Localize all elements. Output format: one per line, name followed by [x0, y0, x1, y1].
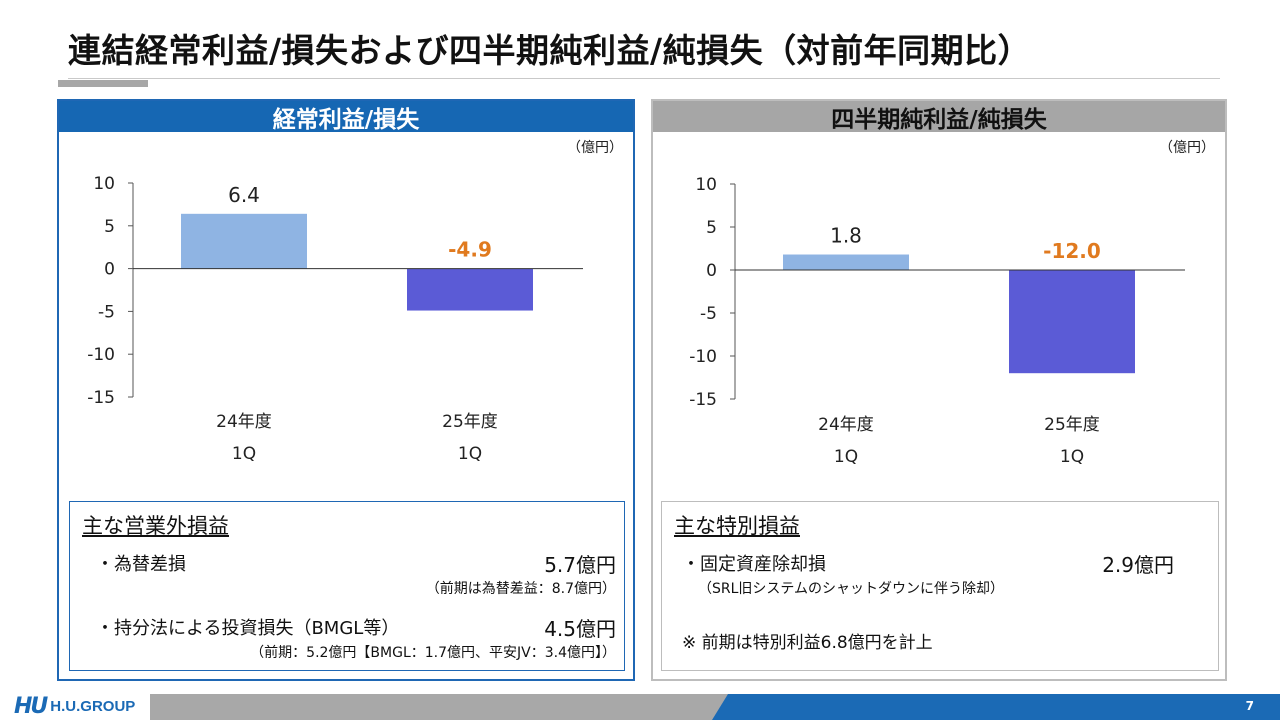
bar [181, 213, 307, 269]
y-tick-label: 5 [104, 217, 115, 237]
category-label: 1Q [834, 447, 858, 467]
y-tick-label: -5 [98, 302, 115, 322]
note-item-fx-loss: ・為替差損 [96, 554, 186, 575]
y-tick-label: -5 [700, 304, 717, 324]
notes-heading: 主な営業外損益 [82, 514, 229, 538]
note-sub-fixed-asset-disposal: （SRL旧システムのシャットダウンに伴う除却） [698, 581, 1004, 597]
category-label: 25年度 [442, 412, 498, 432]
note-value-fixed-asset-disposal: 2.9億円 [1102, 553, 1174, 577]
title-accent-bar [58, 80, 148, 87]
category-label: 1Q [232, 444, 256, 464]
note-item-fixed-asset-disposal: ・固定資産除却損 [682, 554, 826, 575]
non-operating-notes-box: 主な営業外損益 ・為替差損 5.7億円 （前期は為替差益：8.7億円） ・持分法… [69, 501, 625, 671]
y-tick-label: -15 [689, 390, 717, 410]
note-sub-fx-loss: （前期は為替差益：8.7億円） [425, 581, 616, 597]
footer-blue-band [712, 694, 1280, 720]
data-label: 1.8 [830, 224, 862, 248]
category-label: 24年度 [216, 412, 272, 432]
note-remark-prior-period: ※ 前期は特別利益6.8億円を計上 [682, 633, 933, 653]
note-value-fx-loss: 5.7億円 [544, 553, 616, 577]
page-title: 連結経常利益/損失および四半期純利益/純損失（対前年同期比） [68, 31, 1032, 70]
logo-mark-icon: HU [14, 693, 48, 719]
y-tick-label: 0 [104, 260, 115, 280]
category-label: 25年度 [1044, 415, 1100, 435]
unit-label: （億円） [1159, 140, 1215, 156]
net-income-panel: 四半期純利益/純損失 （億円） 10 5 0 -5 -10 -15 1.8 24年度 1Q -12… [651, 99, 1227, 681]
note-item-equity-loss: ・持分法による投資損失（BMGL等） [96, 618, 400, 639]
y-tick-label: 0 [706, 261, 717, 281]
y-tick-label: -10 [689, 347, 717, 367]
bar [407, 268, 533, 311]
category-label: 1Q [1060, 447, 1084, 467]
footer-gray-band [150, 694, 790, 720]
logo-text: H.U.GROUP [50, 697, 136, 715]
unit-label: （億円） [567, 140, 623, 156]
bar [783, 254, 909, 270]
data-label: -4.9 [448, 238, 492, 262]
y-tick-label: -10 [87, 345, 115, 365]
category-label: 1Q [458, 444, 482, 464]
data-label: 6.4 [228, 183, 260, 207]
notes-heading: 主な特別損益 [674, 514, 800, 538]
note-sub-equity-loss: （前期：5.2億円【BMGL：1.7億円、平安JV：3.4億円】） [250, 645, 616, 661]
ordinary-profit-chart: 10 5 0 -5 -10 -15 6.4 24年度 1Q -4.9 25年度 1Q [87, 174, 583, 464]
data-label: -12.0 [1043, 239, 1101, 263]
y-tick-label: 10 [93, 174, 115, 194]
ordinary-profit-panel: 経常利益/損失 （億円） 10 5 0 -5 -10 -15 6.4 24年度 1Q -4.9 25… [57, 99, 635, 681]
panel-header-ordinary-profit: 経常利益/損失 [59, 101, 633, 133]
net-income-chart: 10 5 0 -5 -10 -15 1.8 24年度 1Q -12.0 25年度 1Q [689, 175, 1185, 467]
bar [1009, 270, 1135, 374]
extraordinary-notes-box: 主な特別損益 ・固定資産除却損 2.9億円 （SRL旧システムのシャットダウンに… [661, 501, 1219, 671]
category-label: 24年度 [818, 415, 874, 435]
panel-header-net-income: 四半期純利益/純損失 [653, 101, 1225, 133]
company-logo: HU H.U.GROUP [14, 693, 135, 719]
y-tick-label: 5 [706, 218, 717, 238]
y-tick-label: 10 [695, 175, 717, 195]
title-divider [68, 78, 1220, 79]
note-value-equity-loss: 4.5億円 [544, 617, 616, 641]
page-number: 7 [1245, 699, 1254, 713]
y-tick-label: -15 [87, 388, 115, 408]
